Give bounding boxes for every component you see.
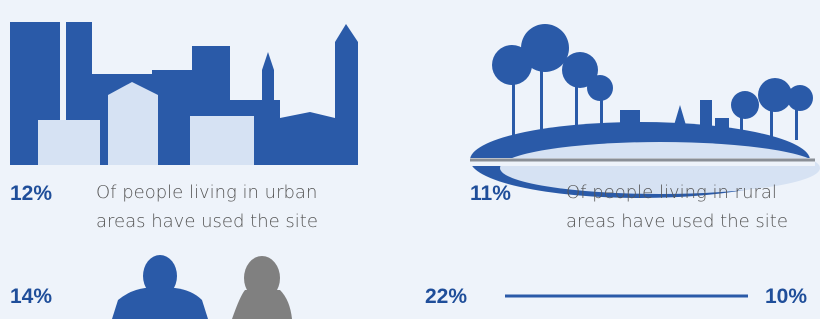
- rural-percent: 11%: [470, 182, 511, 205]
- canvas: 12% Of people living in urban areas have…: [0, 0, 820, 319]
- rural-illustration: [470, 24, 820, 198]
- urban-text: Of people living in urban: [96, 182, 317, 203]
- rural-text: areas have used the site: [566, 211, 788, 232]
- rural-text: Of people living in rural: [566, 182, 777, 203]
- age-right-percent: 10%: [765, 285, 807, 308]
- urban-percent: 12%: [10, 182, 52, 205]
- female-silhouette: [232, 256, 292, 319]
- male-silhouette: [112, 255, 208, 319]
- urban-text: areas have used the site: [96, 211, 318, 232]
- male-percent: 14%: [10, 285, 52, 308]
- age-left-percent: 22%: [425, 285, 467, 308]
- infographic: 12% Of people living in urban areas have…: [0, 0, 820, 319]
